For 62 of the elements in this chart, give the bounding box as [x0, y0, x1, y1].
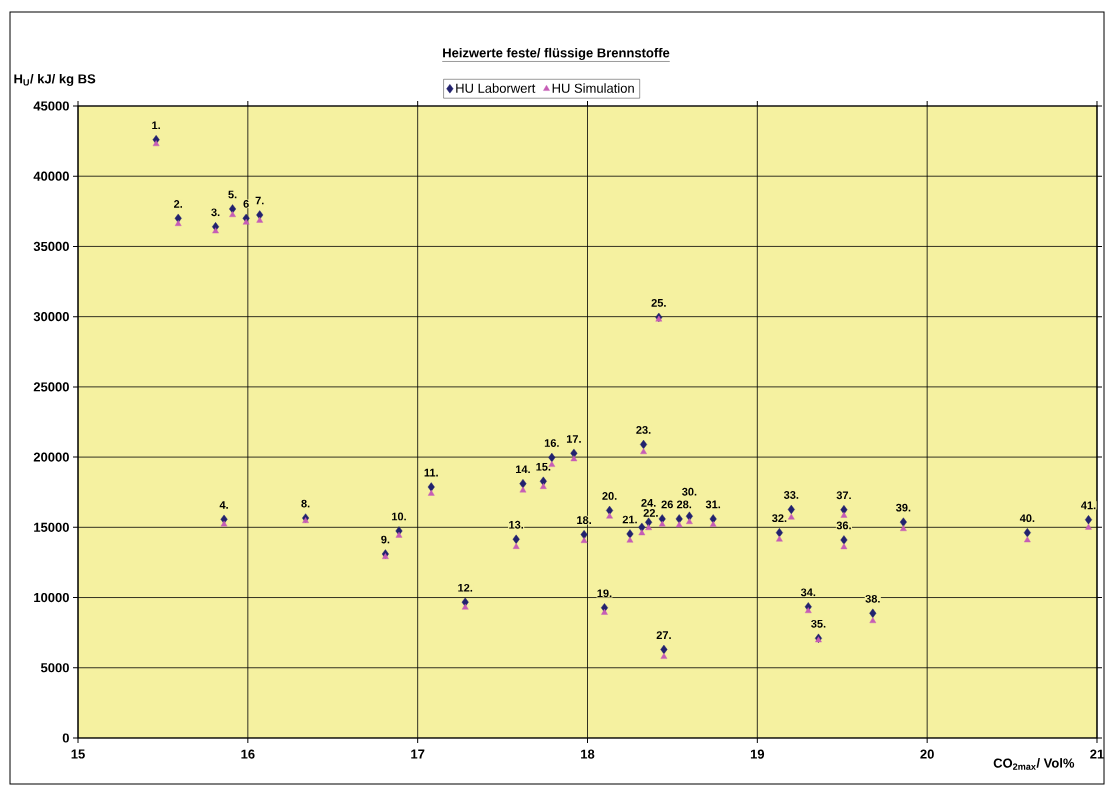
annotation: 41.	[1081, 501, 1096, 510]
annotation: 19.	[597, 589, 612, 598]
annotation: 39.	[895, 503, 911, 512]
annotation: 23.	[636, 426, 651, 434]
legend-label: HU Laborwert	[456, 83, 536, 93]
x-tick-label: 19	[750, 749, 765, 759]
y-tick-label: 40000	[33, 171, 69, 181]
annotation: 3.	[211, 208, 220, 217]
y-tick-label: 5000	[40, 663, 69, 673]
y-tick-label: 25000	[33, 382, 69, 392]
annotation: 22.	[643, 509, 658, 517]
x-tick-label: 17	[411, 749, 425, 759]
annotation: 9.	[381, 535, 390, 544]
annotation: 36.	[836, 521, 851, 530]
y-axis-title: H$_{U}$/ kJ/ kg BS	[14, 73, 96, 87]
annotation: 30.	[682, 487, 697, 496]
annotation: 34.	[800, 588, 816, 597]
annotation: 24.	[641, 498, 656, 507]
x-axis-title: CO$_{2max}$/ Vol%	[993, 758, 1075, 770]
annotation: 25.	[651, 298, 666, 307]
annotation: 8.	[301, 499, 310, 508]
annotation: 33.	[783, 491, 799, 499]
annotation: 26	[661, 500, 673, 509]
chart-title: Heizwerte feste/ flüssige Brennstoffe	[443, 47, 670, 61]
x-tick-label: 21	[1090, 749, 1104, 759]
annotation: 5.	[228, 190, 237, 199]
x-tick-label: 18	[581, 749, 595, 759]
annotation: 12.	[458, 583, 473, 592]
annotation: 27.	[656, 631, 671, 639]
annotation: 16.	[544, 439, 559, 447]
annotation: 40.	[1019, 514, 1035, 523]
y-tick-label: 15000	[34, 522, 69, 532]
annotation: 15.	[536, 462, 551, 471]
annotation: 6	[243, 199, 249, 208]
y-tick-label: 35000	[33, 241, 69, 252]
x-tick-label: 16	[241, 749, 255, 759]
annotation: 17.	[566, 435, 581, 443]
x-tick-label: 15	[71, 749, 85, 759]
y-tick-label: 0	[62, 733, 69, 743]
annotation: 10.	[392, 512, 406, 521]
annotation: 7.	[255, 196, 264, 205]
annotation: 11.	[424, 468, 438, 477]
annotation: 14.	[516, 465, 530, 474]
annotation: 32.	[772, 514, 787, 523]
x-tick-label: 20	[920, 749, 934, 759]
annotation: 4.	[219, 501, 228, 509]
annotation: 20.	[602, 492, 617, 500]
y-tick-label: 10000	[34, 592, 69, 603]
annotation: 21.	[622, 515, 637, 524]
annotation: 13.	[509, 520, 524, 529]
y-tick-label: 45000	[33, 101, 69, 111]
y-tick-label: 20000	[33, 452, 69, 462]
y-tick-label: 30000	[33, 312, 69, 322]
annotation: 28.	[676, 500, 692, 509]
annotation: 31.	[705, 500, 721, 509]
annotation: 18.	[577, 516, 591, 525]
annotation: 2.	[174, 200, 183, 208]
annotation: 37.	[836, 491, 851, 500]
annotation: 38.	[865, 594, 880, 603]
annotation: 1.	[152, 121, 160, 130]
legend-label: HU Simulation	[552, 83, 634, 93]
annotation: 35.	[811, 619, 826, 628]
